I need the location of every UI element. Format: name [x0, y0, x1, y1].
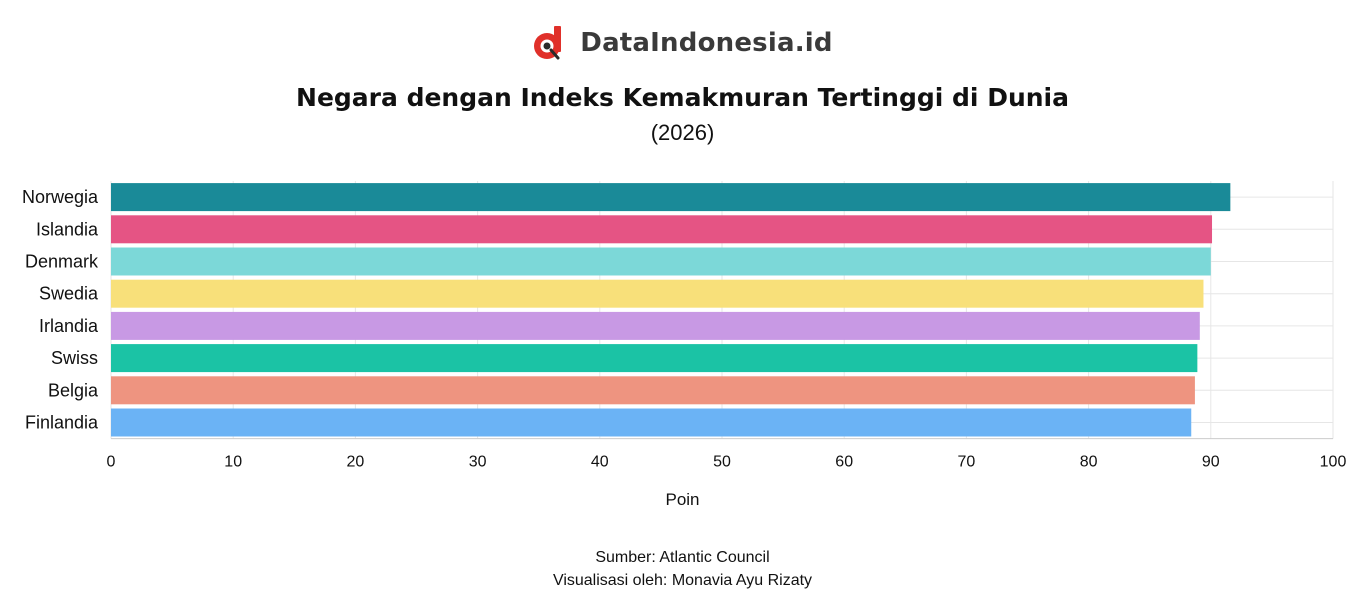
- category-label: Denmark: [25, 252, 99, 272]
- x-axis-title: Poin: [665, 490, 700, 509]
- chart-subtitle: (2026): [650, 120, 715, 145]
- bar-swedia: [111, 279, 1204, 308]
- bar-islandia: [111, 215, 1213, 244]
- x-tick-label: 90: [1202, 454, 1220, 471]
- credit-text: Visualisasi oleh: Monavia Ayu Rizaty: [552, 572, 813, 589]
- x-tick-label: 50: [713, 454, 731, 471]
- brand-header: DataIndonesia.id: [0, 24, 1365, 62]
- category-label: Belgia: [48, 380, 99, 400]
- category-label: Norwegia: [22, 187, 99, 207]
- x-tick-label: 30: [469, 454, 487, 471]
- x-axis-ticks: 0 10 20 30 40 50 60 70 80 90 100: [107, 454, 1347, 471]
- category-label: Islandia: [36, 219, 99, 239]
- bar-irlandia: [111, 311, 1200, 340]
- x-tick-label: 100: [1320, 454, 1347, 471]
- bar-denmark: [111, 247, 1211, 276]
- bar-norwegia: [111, 183, 1231, 212]
- chart-bars: [111, 183, 1231, 437]
- category-label: Irlandia: [39, 316, 99, 336]
- x-tick-label: 40: [591, 454, 609, 471]
- brand-name: DataIndonesia.id: [580, 28, 833, 58]
- x-tick-label: 70: [958, 454, 976, 471]
- bar-swiss: [111, 344, 1198, 373]
- category-labels: Norwegia Islandia Denmark Swedia Irlandia Swi…: [22, 187, 99, 432]
- source-text: Sumber: Atlantic Council: [595, 549, 770, 566]
- footer: Sumber: Atlantic Council Visualisasi ole…: [0, 546, 1365, 592]
- x-tick-label: 0: [107, 454, 116, 471]
- x-tick-label: 20: [347, 454, 365, 471]
- category-label: Swedia: [39, 284, 99, 304]
- x-tick-label: 60: [835, 454, 853, 471]
- bar-finlandia: [111, 408, 1192, 437]
- x-tick-label: 10: [224, 454, 242, 471]
- x-tick-label: 80: [1080, 454, 1098, 471]
- bar-belgia: [111, 376, 1195, 405]
- data-indonesia-logo-icon: [534, 26, 562, 60]
- category-label: Finlandia: [25, 413, 99, 433]
- bar-chart: Norwegia Islandia Denmark Swedia Irlandia Swi…: [22, 181, 1347, 471]
- category-label: Swiss: [51, 348, 98, 368]
- chart-title: Negara dengan Indeks Kemakmuran Tertingg…: [296, 83, 1069, 112]
